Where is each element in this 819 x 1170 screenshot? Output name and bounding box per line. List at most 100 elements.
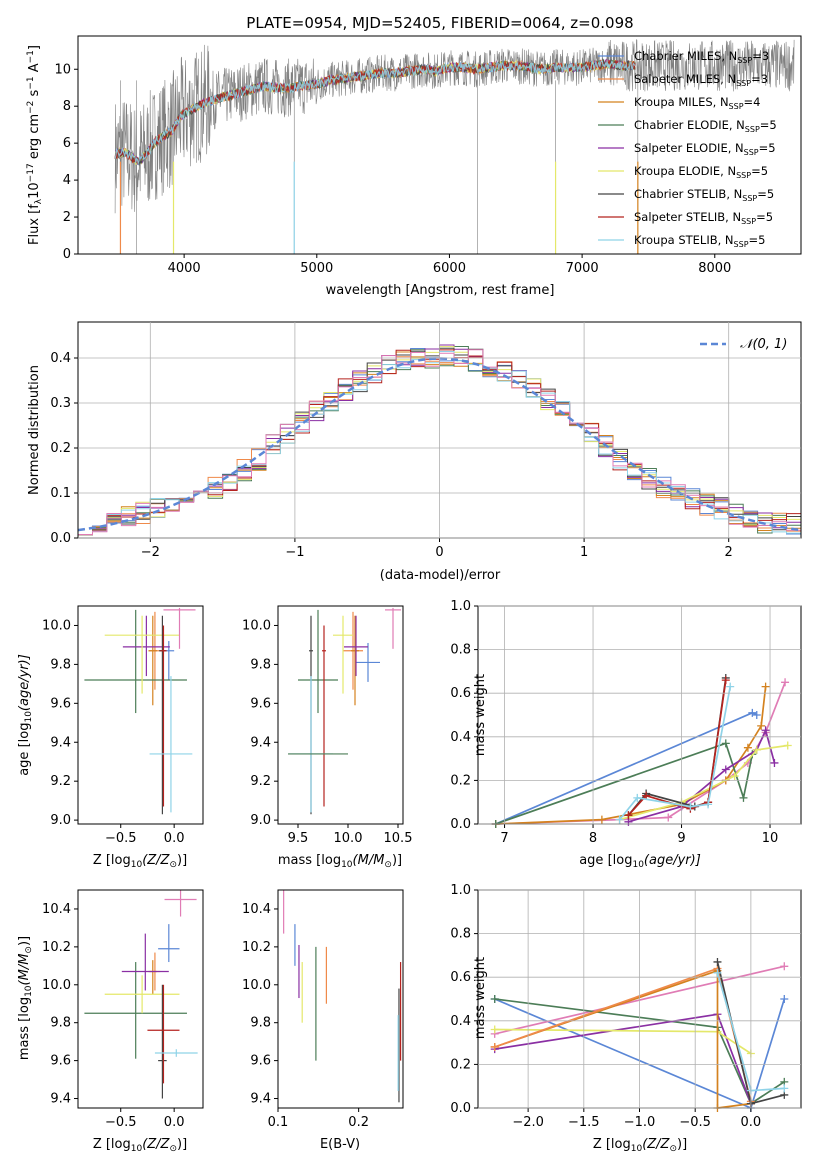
age-z-xlabel: Z [log10(Z/Z⊙)] — [93, 853, 187, 870]
gaussian-legend-label: 𝒩(0, 1) — [740, 337, 787, 352]
mass-z-ytick-label: 10.2 — [42, 940, 71, 955]
mw-age-marker — [743, 743, 752, 752]
mass-z-ytick-label: 10.4 — [42, 902, 71, 917]
mw-age-marker — [726, 682, 735, 691]
age-z-xtick-label: 0.0 — [164, 831, 185, 846]
age-vs-z-panel: −0.5 0.0 9.0 9.2 9.4 9.6 9.8 10.0 Z [log10(Z/Z⊙… — [17, 605, 204, 870]
spectrum-panel: Chabrier MILES, NSSP=3 Salpeter MILES, NS… — [26, 35, 802, 298]
mw-z-xtick-label: 0.0 — [741, 1115, 762, 1130]
mw-age-ylabel: mass weight — [473, 674, 488, 756]
mw-z-ytick-label: 0.2 — [450, 1057, 471, 1072]
mw-age-marker — [739, 793, 748, 802]
histogram-xlabel: (data-model)/error — [380, 568, 501, 583]
age-z-ylabel: age [log10(age/yr)] — [17, 654, 34, 776]
mass-vs-z-panel: −0.5 0.0 9.4 9.6 9.8 10.0 10.2 10.4 Z [log10(Z/… — [17, 889, 204, 1154]
mass-z-xtick-label: −0.5 — [105, 1115, 137, 1130]
mw-age-marker — [770, 758, 779, 767]
mass-ebv-ytick-label: 10.4 — [242, 902, 271, 917]
model-fit-line — [114, 60, 636, 166]
mw-age-ytick-label: 0.2 — [450, 773, 471, 788]
mass-vs-ebv-panel: 0.1 0.2 9.4 9.6 9.8 10.0 10.2 10.4 E(B-V) — [242, 889, 404, 1152]
age-mass-frame — [277, 605, 404, 825]
mass-z-xlabel: Z [log10(Z/Z⊙)] — [93, 1137, 187, 1154]
mw-age-ytick-label: 0.8 — [450, 643, 471, 658]
mw-z-marker — [713, 957, 722, 966]
mw-age-marker — [752, 745, 761, 754]
legend-label: Chabrier MILES, NSSP=3 — [634, 49, 769, 65]
age-mass-xtick-label: 10.0 — [334, 831, 363, 846]
mw-z-marker — [713, 968, 722, 977]
mass-ebv-ytick-label: 10.2 — [242, 940, 271, 955]
model-fit-line — [114, 57, 636, 167]
mw-age-marker — [686, 802, 695, 811]
mass-z-ytick-label: 9.8 — [50, 1016, 71, 1031]
mw-z-marker — [780, 995, 789, 1003]
age-z-ytick-label: 9.4 — [50, 735, 71, 750]
histogram-ytick-label: 0.4 — [50, 351, 71, 366]
mw-age-ytick-label: 0.6 — [450, 686, 471, 701]
mass-ebv-frame — [277, 889, 404, 1109]
mw-age-marker — [615, 815, 624, 824]
mw-age-marker — [721, 739, 730, 748]
histogram-ytick-label: 0.0 — [50, 531, 71, 546]
mw-z-ytick-label: 0.4 — [450, 1014, 471, 1029]
mw-age-series-line — [495, 742, 754, 825]
mass-ebv-xtick-label: 0.2 — [348, 1115, 369, 1130]
age-mass-ytick-label: 9.0 — [250, 813, 271, 828]
mass-z-ytick-label: 10.0 — [42, 978, 71, 993]
age-z-ytick-label: 9.0 — [50, 813, 71, 828]
mw-age-marker — [624, 811, 633, 820]
mw-z-xtick-label: −1.0 — [624, 1115, 656, 1130]
age-mass-xlabel: mass [log10(M/M⊙)] — [278, 853, 402, 870]
legend-label: Chabrier ELODIE, NSSP=5 — [634, 118, 777, 134]
mw-age-marker — [757, 721, 766, 730]
histogram-xtick-label: 1 — [580, 545, 588, 560]
mw-z-series-line — [494, 998, 785, 1105]
histogram-xtick-label: −1 — [285, 545, 304, 560]
mw-z-ytick-label: 0.8 — [450, 927, 471, 942]
legend-label: Kroupa STELIB, NSSP=5 — [634, 233, 765, 249]
mw-z-xtick-label: −2.0 — [512, 1115, 544, 1130]
age-z-xtick-label: −0.5 — [105, 831, 137, 846]
histogram-xtick-label: 0 — [435, 545, 443, 560]
spectrum-ytick-label: 0 — [63, 247, 71, 262]
mw-age-marker — [761, 682, 770, 691]
age-z-frame — [77, 605, 204, 825]
mw-z-ylabel: mass weight — [473, 957, 488, 1039]
mass-z-frame — [77, 889, 204, 1109]
age-z-ytick-label: 9.8 — [50, 657, 71, 672]
mw-age-marker — [664, 813, 673, 822]
mw-age-xtick-label: 8 — [589, 831, 597, 846]
spectrum-xtick-label: 5000 — [300, 261, 333, 276]
spectrum-ytick-label: 4 — [63, 173, 71, 188]
histogram-xtick-label: 2 — [725, 545, 733, 560]
histogram-ytick-label: 0.2 — [50, 441, 71, 456]
age-mass-ytick-label: 9.4 — [250, 735, 271, 750]
mass-z-ylabel: mass [log10(M/M⊙)] — [17, 936, 34, 1060]
mass-ebv-ytick-label: 10.0 — [242, 978, 271, 993]
mw-age-xtick-label: 9 — [677, 831, 685, 846]
mw-age-xlabel: age [log10(age/yr)] — [579, 853, 701, 870]
mass-ebv-xlabel: E(B-V) — [320, 1137, 360, 1152]
legend-label: Kroupa ELODIE, NSSP=5 — [634, 164, 768, 180]
spectrum-ylabel: Flux [fλ10−17 erg cm−2 s−1 A−1] — [26, 45, 44, 245]
age-mass-xtick-label: 10.5 — [384, 831, 413, 846]
mw-z-ytick-label: 1.0 — [450, 883, 471, 898]
legend-label: Kroupa MILES, NSSP=4 — [634, 95, 760, 111]
mw-age-ytick-label: 1.0 — [450, 599, 471, 614]
mw-age-ytick-label: 0.0 — [450, 817, 471, 832]
mw-age-marker — [721, 765, 730, 774]
spectrum-ytick-label: 8 — [63, 99, 71, 114]
spectrum-xtick-label: 8000 — [698, 261, 731, 276]
mw-age-marker — [730, 772, 739, 781]
mw-z-ytick-label: 0.0 — [450, 1101, 471, 1116]
age-mass-ytick-label: 10.0 — [242, 618, 271, 633]
mass-weight-vs-age-panel: 7 8 9 10 0.0 0.2 0.4 0.6 0.8 1.0 age [log10(age/y… — [450, 599, 802, 870]
spectrum-xtick-label: 6000 — [433, 261, 466, 276]
residual-histogram-panel: −2 −1 0 1 2 0.0 0.1 0.2 0.3 0.4 𝒩(0, 1) (data-mo… — [27, 321, 802, 583]
age-mass-ytick-label: 9.6 — [250, 696, 271, 711]
mw-age-marker — [783, 741, 792, 750]
age-z-ytick-label: 9.2 — [50, 774, 71, 789]
mw-z-marker — [780, 962, 789, 971]
mw-z-marker — [490, 1025, 499, 1034]
